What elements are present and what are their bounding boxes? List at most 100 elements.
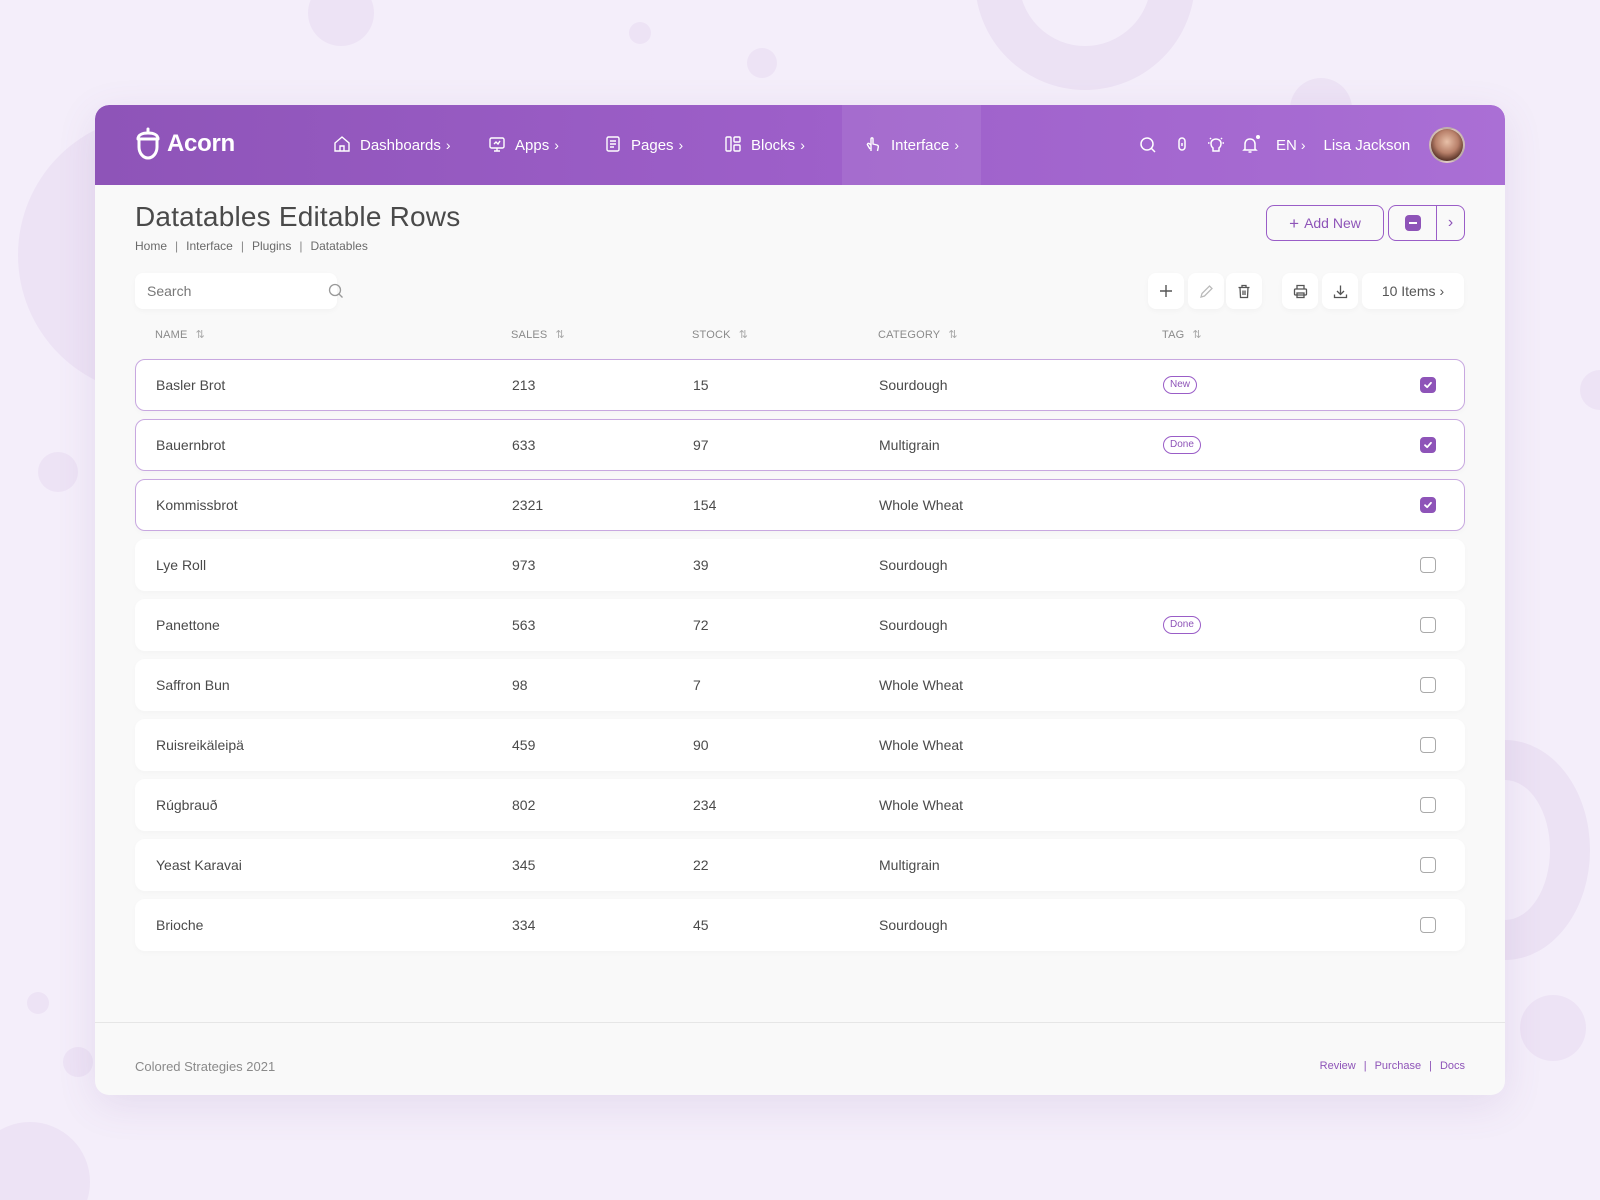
table-row[interactable]: Basler Brot 213 15 Sourdough New [135,359,1465,411]
row-checkbox[interactable] [1420,557,1436,573]
cell-stock[interactable]: 154 [693,497,717,513]
cell-tag[interactable]: New [1163,360,1198,410]
cell-name[interactable]: Rúgbrauð [156,797,218,813]
table-row[interactable]: Rúgbrauð 802 234 Whole Wheat [135,779,1465,831]
cell-name[interactable]: Yeast Karavai [156,857,242,873]
nav-apps[interactable]: Apps › [488,105,559,185]
column-header-name[interactable]: Name ⇅ [155,328,205,342]
table-row[interactable]: Panettone 563 72 Sourdough Done [135,599,1465,651]
cell-sales[interactable]: 334 [512,917,536,933]
table-row[interactable]: Brioche 334 45 Sourdough [135,899,1465,951]
cell-category[interactable]: Whole Wheat [879,497,964,513]
cell-category[interactable]: Multigrain [879,857,940,873]
row-checkbox[interactable] [1420,377,1436,393]
row-checkbox[interactable] [1420,497,1436,513]
cell-name[interactable]: Lye Roll [156,557,207,573]
column-header-sales[interactable]: Sales ⇅ [511,328,565,342]
cell-category[interactable]: Sourdough [879,557,948,573]
cell-name[interactable]: Saffron Bun [156,677,230,693]
cell-category[interactable]: Sourdough [879,377,948,393]
pin-icon[interactable] [1172,135,1192,155]
breadcrumb-plugins[interactable]: Plugins [251,239,292,253]
cell-tag[interactable]: Done [1163,420,1201,470]
cell-stock[interactable]: 45 [693,917,709,933]
chevron-right-icon[interactable]: › [1447,214,1454,231]
cell-stock[interactable]: 39 [693,557,709,573]
cell-stock[interactable]: 15 [693,377,709,393]
cell-stock[interactable]: 90 [693,737,709,753]
cell-sales[interactable]: 345 [512,857,536,873]
breadcrumb-datatables[interactable]: Datatables [310,239,368,253]
cell-category[interactable]: Multigrain [879,437,940,453]
footer-link-purchase[interactable]: Purchase [1374,1060,1422,1072]
table-row[interactable]: Ruisreikäleipä 459 90 Whole Wheat [135,719,1465,771]
row-checkbox[interactable] [1420,617,1436,633]
cell-name[interactable]: Panettone [156,617,220,633]
table-row[interactable]: Yeast Karavai 345 22 Multigrain [135,839,1465,891]
row-checkbox[interactable] [1420,857,1436,873]
add-new-button[interactable]: + Add New [1266,205,1384,241]
row-checkbox[interactable] [1420,797,1436,813]
cell-stock[interactable]: 97 [693,437,709,453]
delete-row-button[interactable] [1226,273,1262,309]
cell-category[interactable]: Sourdough [879,617,948,633]
search-icon[interactable] [1138,135,1158,155]
row-checkbox[interactable] [1420,677,1436,693]
nav-interface[interactable]: Interface › [842,105,982,185]
table-row[interactable]: Bauernbrot 633 97 Multigrain Done [135,419,1465,471]
cell-stock[interactable]: 22 [693,857,709,873]
page-size-selector[interactable]: 10 Items › [1362,273,1464,309]
table-row[interactable]: Kommissbrot 2321 154 Whole Wheat [135,479,1465,531]
cell-sales[interactable]: 633 [512,437,536,453]
language-selector[interactable]: EN › [1276,137,1306,154]
cell-category[interactable]: Whole Wheat [879,737,964,753]
cell-sales[interactable]: 2321 [512,497,544,513]
avatar[interactable] [1429,127,1465,163]
cell-stock[interactable]: 72 [693,617,709,633]
column-header-tag[interactable]: Tag ⇅ [1162,328,1202,342]
edit-row-button[interactable] [1188,273,1224,309]
cell-sales[interactable]: 459 [512,737,536,753]
cell-sales[interactable]: 213 [512,377,536,393]
cell-sales[interactable]: 973 [512,557,536,573]
table-row[interactable]: Saffron Bun 98 7 Whole Wheat [135,659,1465,711]
cell-stock[interactable]: 7 [693,677,701,693]
add-row-button[interactable] [1148,273,1184,309]
footer-link-docs[interactable]: Docs [1439,1060,1465,1072]
footer-link-review[interactable]: Review [1319,1060,1356,1072]
cell-category[interactable]: Sourdough [879,917,948,933]
lightbulb-icon[interactable] [1206,135,1226,155]
print-button[interactable] [1282,273,1318,309]
cell-tag[interactable]: Done [1163,600,1201,650]
user-name[interactable]: Lisa Jackson [1323,136,1411,154]
cell-category[interactable]: Whole Wheat [879,677,964,693]
search-input[interactable] [147,283,328,299]
breadcrumb-home[interactable]: Home [135,239,168,253]
cell-category[interactable]: Whole Wheat [879,797,964,813]
row-checkbox[interactable] [1420,437,1436,453]
nav-dashboards[interactable]: Dashboards › [333,105,451,185]
cell-sales[interactable]: 563 [512,617,536,633]
row-checkbox[interactable] [1420,737,1436,753]
nav-pages[interactable]: Pages › [604,105,683,185]
cell-name[interactable]: Ruisreikäleipä [156,737,244,753]
nav-blocks[interactable]: Blocks › [724,105,805,185]
breadcrumb-interface[interactable]: Interface [186,239,233,253]
search-icon[interactable] [328,283,344,299]
deselect-all-button[interactable] [1389,206,1437,240]
column-header-stock[interactable]: Stock ⇅ [692,328,748,342]
export-button[interactable] [1322,273,1358,309]
cell-sales[interactable]: 802 [512,797,536,813]
bell-icon[interactable] [1240,135,1260,155]
cell-name[interactable]: Bauernbrot [156,437,226,453]
table-row[interactable]: Lye Roll 973 39 Sourdough [135,539,1465,591]
cell-name[interactable]: Kommissbrot [156,497,238,513]
column-header-category[interactable]: Category ⇅ [878,328,958,342]
cell-stock[interactable]: 234 [693,797,717,813]
chevron-right-icon: › [554,137,559,153]
logo[interactable]: Acorn [135,127,235,161]
cell-name[interactable]: Basler Brot [156,377,226,393]
cell-sales[interactable]: 98 [512,677,528,693]
cell-name[interactable]: Brioche [156,917,204,933]
row-checkbox[interactable] [1420,917,1436,933]
